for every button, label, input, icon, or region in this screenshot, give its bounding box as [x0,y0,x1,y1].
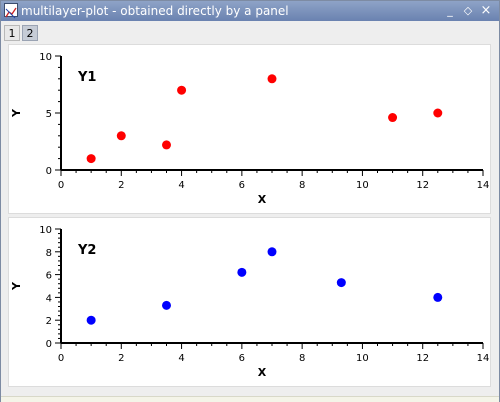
y-tick-label: 8 [46,248,52,259]
data-point [237,267,247,277]
data-point [116,131,126,141]
x-tick-label: 14 [477,180,490,191]
plot-panel-y2: 0 2 4 6 8 10 12 14 0 2 4 6 8 10 X Y Y2 [8,217,491,387]
data-point [162,300,171,310]
x-tick-label: 10 [356,353,369,364]
data-point [267,247,277,257]
x-tick-label: 8 [299,353,305,364]
x-tick-label: 10 [356,180,369,191]
x-axis-label: X [258,366,267,379]
y-axis-label: Y [10,281,23,291]
chart-y2: 0 2 4 6 8 10 12 14 0 2 4 6 8 10 X Y Y2 [10,225,490,379]
status-bar [1,396,499,402]
y-tick-label: 2 [46,316,52,327]
y-tick-label: 6 [46,271,52,282]
x-tick-label: 12 [416,353,429,364]
x-tick-label: 8 [299,180,305,191]
chart-title: Y2 [77,243,96,258]
chart-title: Y1 [77,70,96,85]
tab-2[interactable]: 2 [22,25,38,41]
data-point [433,292,443,302]
x-tick-label: 2 [118,180,124,191]
layer-tabs: 1 2 [4,25,40,41]
x-tick-label: 6 [239,353,245,364]
data-point [177,85,187,95]
y-tick-label: 10 [39,52,52,63]
data-point [162,140,171,150]
data-point [86,315,96,325]
x-tick-label: 0 [58,353,64,364]
close-button[interactable]: × [480,3,492,18]
minimize-button[interactable]: _ [447,4,453,17]
restore-button[interactable]: ◇ [463,4,473,17]
y-tick-label: 10 [39,225,52,236]
data-point [336,278,346,288]
x-tick-label: 4 [178,353,184,364]
x-tick-label: 2 [118,353,124,364]
y-tick-label: 0 [46,339,52,350]
data-point [267,74,277,84]
x-tick-label: 6 [239,180,245,191]
x-axis-label: X [258,193,267,206]
app-icon [4,3,18,19]
y-tick-label: 4 [46,293,52,304]
tab-1[interactable]: 1 [4,25,20,41]
window-title: multilayer-plot - obtained directly by a… [21,4,289,18]
x-tick-label: 0 [58,180,64,191]
y-axis-label: Y [10,108,23,118]
x-tick-label: 14 [477,353,490,364]
data-point [388,113,398,123]
data-point [86,154,96,164]
x-tick-label: 12 [416,180,429,191]
y-tick-label: 5 [46,109,52,120]
title-bar[interactable]: multilayer-plot - obtained directly by a… [1,1,499,21]
chart-y1: 0 2 4 6 8 10 12 14 0 5 10 X Y Y1 [10,52,490,206]
plot-panel-y1: 0 2 4 6 8 10 12 14 0 5 10 X Y Y1 [8,44,491,214]
data-point [433,108,443,118]
y-tick-label: 0 [46,166,52,177]
x-tick-label: 4 [178,180,184,191]
